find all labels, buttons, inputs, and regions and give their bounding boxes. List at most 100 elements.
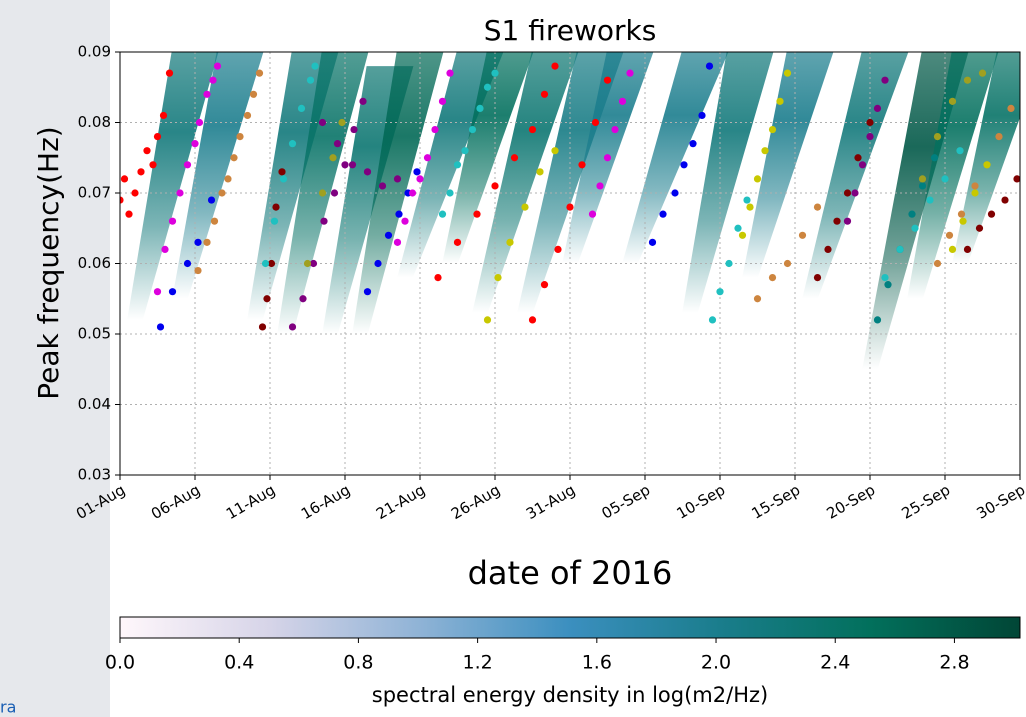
heatmap-streak [472,52,579,313]
scatter-point [384,231,393,239]
scatter-point [554,245,562,253]
plot-frame [119,51,1021,476]
scatter-point [578,161,586,169]
scatter-point [348,161,357,169]
scatter-point [120,196,124,204]
scatter-point [540,281,549,289]
y-tick-label: 0.08 [78,113,111,131]
scatter-point [288,140,297,148]
scatter-point [746,203,754,211]
scatter-point [956,147,964,155]
scatter-point [431,125,439,134]
scatter-point [461,147,469,155]
scatter-point [941,175,949,183]
scatter-point [873,316,882,324]
scatter-point [983,161,991,169]
scatter-point [468,125,477,134]
colorbar-tick-label: 2.0 [701,652,731,674]
scatter-point [279,175,288,183]
scatter-point [213,62,222,70]
scatter-point [416,175,424,183]
scatter-point [851,189,859,197]
scatter-point [261,259,270,268]
scatter-point [753,295,762,303]
scatter-point [978,69,987,77]
y-tick-label: 0.03 [78,466,111,484]
scatter-point [783,69,792,77]
scatter-point [708,316,717,324]
scatter-point [483,83,492,91]
scatter-point [303,259,312,268]
colorbar-label: spectral energy density in log(m2/Hz) [372,683,768,707]
scatter-point [258,323,267,331]
chart-title: S1 fireworks [484,14,657,47]
scatter-point [866,133,874,141]
scatter-point [566,203,574,211]
scatter-point [963,76,972,84]
scatter-point [434,274,442,282]
scatter-point [783,259,792,268]
edge-text: ra [0,698,16,717]
scatter-point [318,189,327,197]
scatter-point [195,118,204,127]
y-tick-label: 0.09 [78,43,111,61]
scatter-point [734,224,742,232]
scatter-point [203,238,211,246]
colorbar-tick-label: 0.0 [105,652,135,674]
scatter-point [267,259,276,268]
scatter-point [995,133,1003,141]
scatter-point [272,203,280,211]
scatter-point [131,189,139,197]
y-axis-label: Peak frequency(Hz) [32,126,65,399]
scatter-point [191,140,199,148]
scatter-point [680,161,688,169]
heatmap-streak [802,52,909,299]
scatter-point [176,189,184,197]
scatter-point [753,175,762,183]
scatter-point [738,231,747,239]
scatter-point [194,238,202,246]
scatter-point [320,217,328,225]
scatter-point [1001,196,1009,204]
scatter-point [963,245,972,253]
scatter-point [884,281,892,289]
colorbar-tick-label: 0.8 [343,652,373,674]
scatter-point [165,69,174,77]
scatter-point [926,196,934,204]
scatter-point [333,140,342,148]
scatter-point [761,147,769,155]
scatter-point [843,189,852,197]
scatter-point [881,274,889,282]
scatter-point [866,118,874,127]
scatter-point [798,231,807,239]
scatter-point [476,104,484,112]
scatter-point [948,245,957,253]
scatter-point [933,133,942,141]
heatmap-streak [907,52,999,299]
scatter-point [401,217,409,225]
scatter-point [945,231,954,239]
scatter-point [689,140,697,148]
scatter-point [438,97,447,105]
scatter-point [776,97,784,105]
scatter-point [341,161,349,169]
scatter-point [183,161,192,169]
scatter-point [393,175,402,183]
scatter-point [716,288,724,296]
scatter-point [930,154,939,162]
scatter-point [506,238,514,246]
scatter-point [393,238,402,246]
scatter-point [881,76,889,84]
y-tick-label: 0.05 [78,325,111,343]
scatter-points [120,62,1020,331]
scatter-point [263,295,271,303]
scatter-point [483,316,492,324]
scatter-point [618,97,627,105]
scatter-point [156,323,165,331]
scatter-point [446,69,454,77]
scatter-point [948,97,957,105]
scatter-point [329,154,337,162]
scatter-point [671,189,679,197]
y-tick-label: 0.04 [78,395,111,413]
colorbar-tick-label: 0.4 [224,652,254,674]
